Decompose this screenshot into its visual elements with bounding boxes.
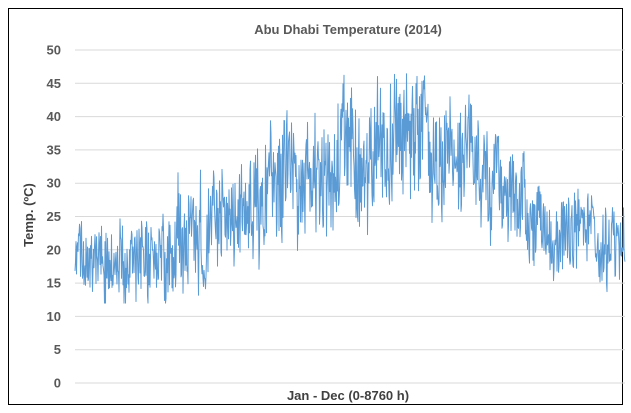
y-tick-label: 25 bbox=[47, 209, 61, 224]
gridlines bbox=[75, 49, 625, 384]
y-tick-label: 15 bbox=[47, 276, 61, 291]
y-tick-label: 5 bbox=[54, 342, 61, 357]
x-axis-label: Jan - Dec (0-8760 h) bbox=[287, 388, 409, 403]
temperature-series-line bbox=[74, 73, 626, 304]
chart-title: Abu Dhabi Temperature (2014) bbox=[254, 22, 442, 37]
y-tick-label: 50 bbox=[47, 43, 61, 58]
y-tick-label: 0 bbox=[54, 376, 61, 391]
y-tick-label: 30 bbox=[47, 176, 61, 191]
top-strip bbox=[0, 0, 631, 8]
y-tick-label: 45 bbox=[47, 76, 61, 91]
y-tick-label: 10 bbox=[47, 309, 61, 324]
y-tick-label: 20 bbox=[47, 242, 61, 257]
y-axis-label: Temp. (ºC) bbox=[21, 183, 36, 247]
y-tick-label: 40 bbox=[47, 109, 61, 124]
y-tick-labels: 0 5 10 15 20 25 30 35 40 45 50 bbox=[47, 43, 61, 391]
y-tick-label: 35 bbox=[47, 142, 61, 157]
